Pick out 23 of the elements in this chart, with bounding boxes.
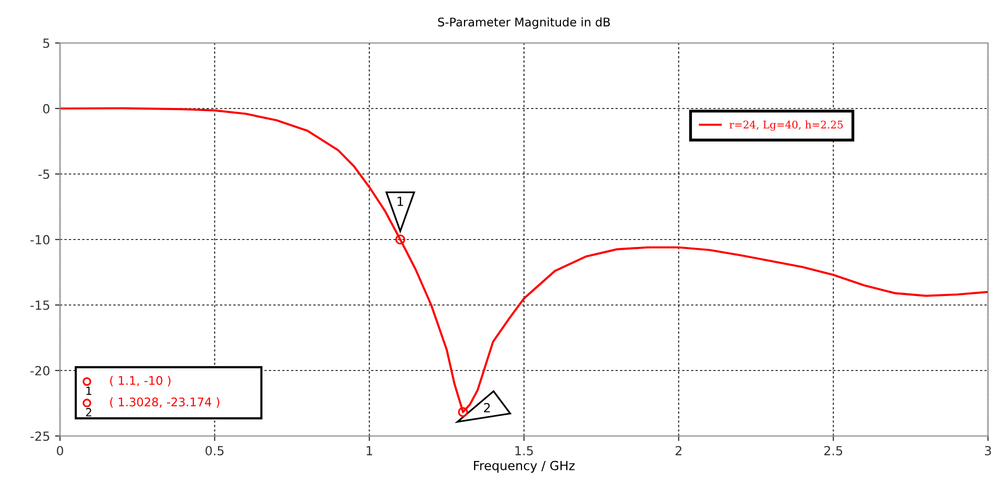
y-tick-label: 0 xyxy=(43,104,50,114)
x-tick-label: 0 xyxy=(56,446,64,456)
annotation: 2 xyxy=(484,403,490,412)
y-tick-label: -20 xyxy=(30,366,50,376)
text: 2 xyxy=(86,408,92,416)
x-axis-title: Frequency / GHz xyxy=(474,460,575,473)
x-tick-label: 1.5 xyxy=(515,446,533,456)
x-tick-label: 3 xyxy=(984,446,991,456)
y-tick-label: -15 xyxy=(30,300,50,310)
x-tick-label: 2 xyxy=(676,446,682,456)
annotation: ( 1.3028, -23.174 ) xyxy=(110,397,220,408)
text: 1 xyxy=(86,386,92,395)
y-tick-label: 5 xyxy=(43,38,50,48)
x-tick-label: 2.5 xyxy=(824,446,842,456)
x-tick-label: 1 xyxy=(366,446,372,456)
chart-title: S-Parameter Magnitude in dB xyxy=(438,17,610,29)
annotation: 1 xyxy=(398,196,404,206)
y-tick-label: -5 xyxy=(38,170,50,179)
y-tick-label: -10 xyxy=(30,234,50,244)
x-tick-label: 0.5 xyxy=(206,446,224,456)
legend-label: r=24, Lg=40, h=2.25 xyxy=(729,120,843,131)
y-tick-label: -25 xyxy=(30,431,50,441)
annotation: ( 1.1, -10 ) xyxy=(110,376,170,386)
